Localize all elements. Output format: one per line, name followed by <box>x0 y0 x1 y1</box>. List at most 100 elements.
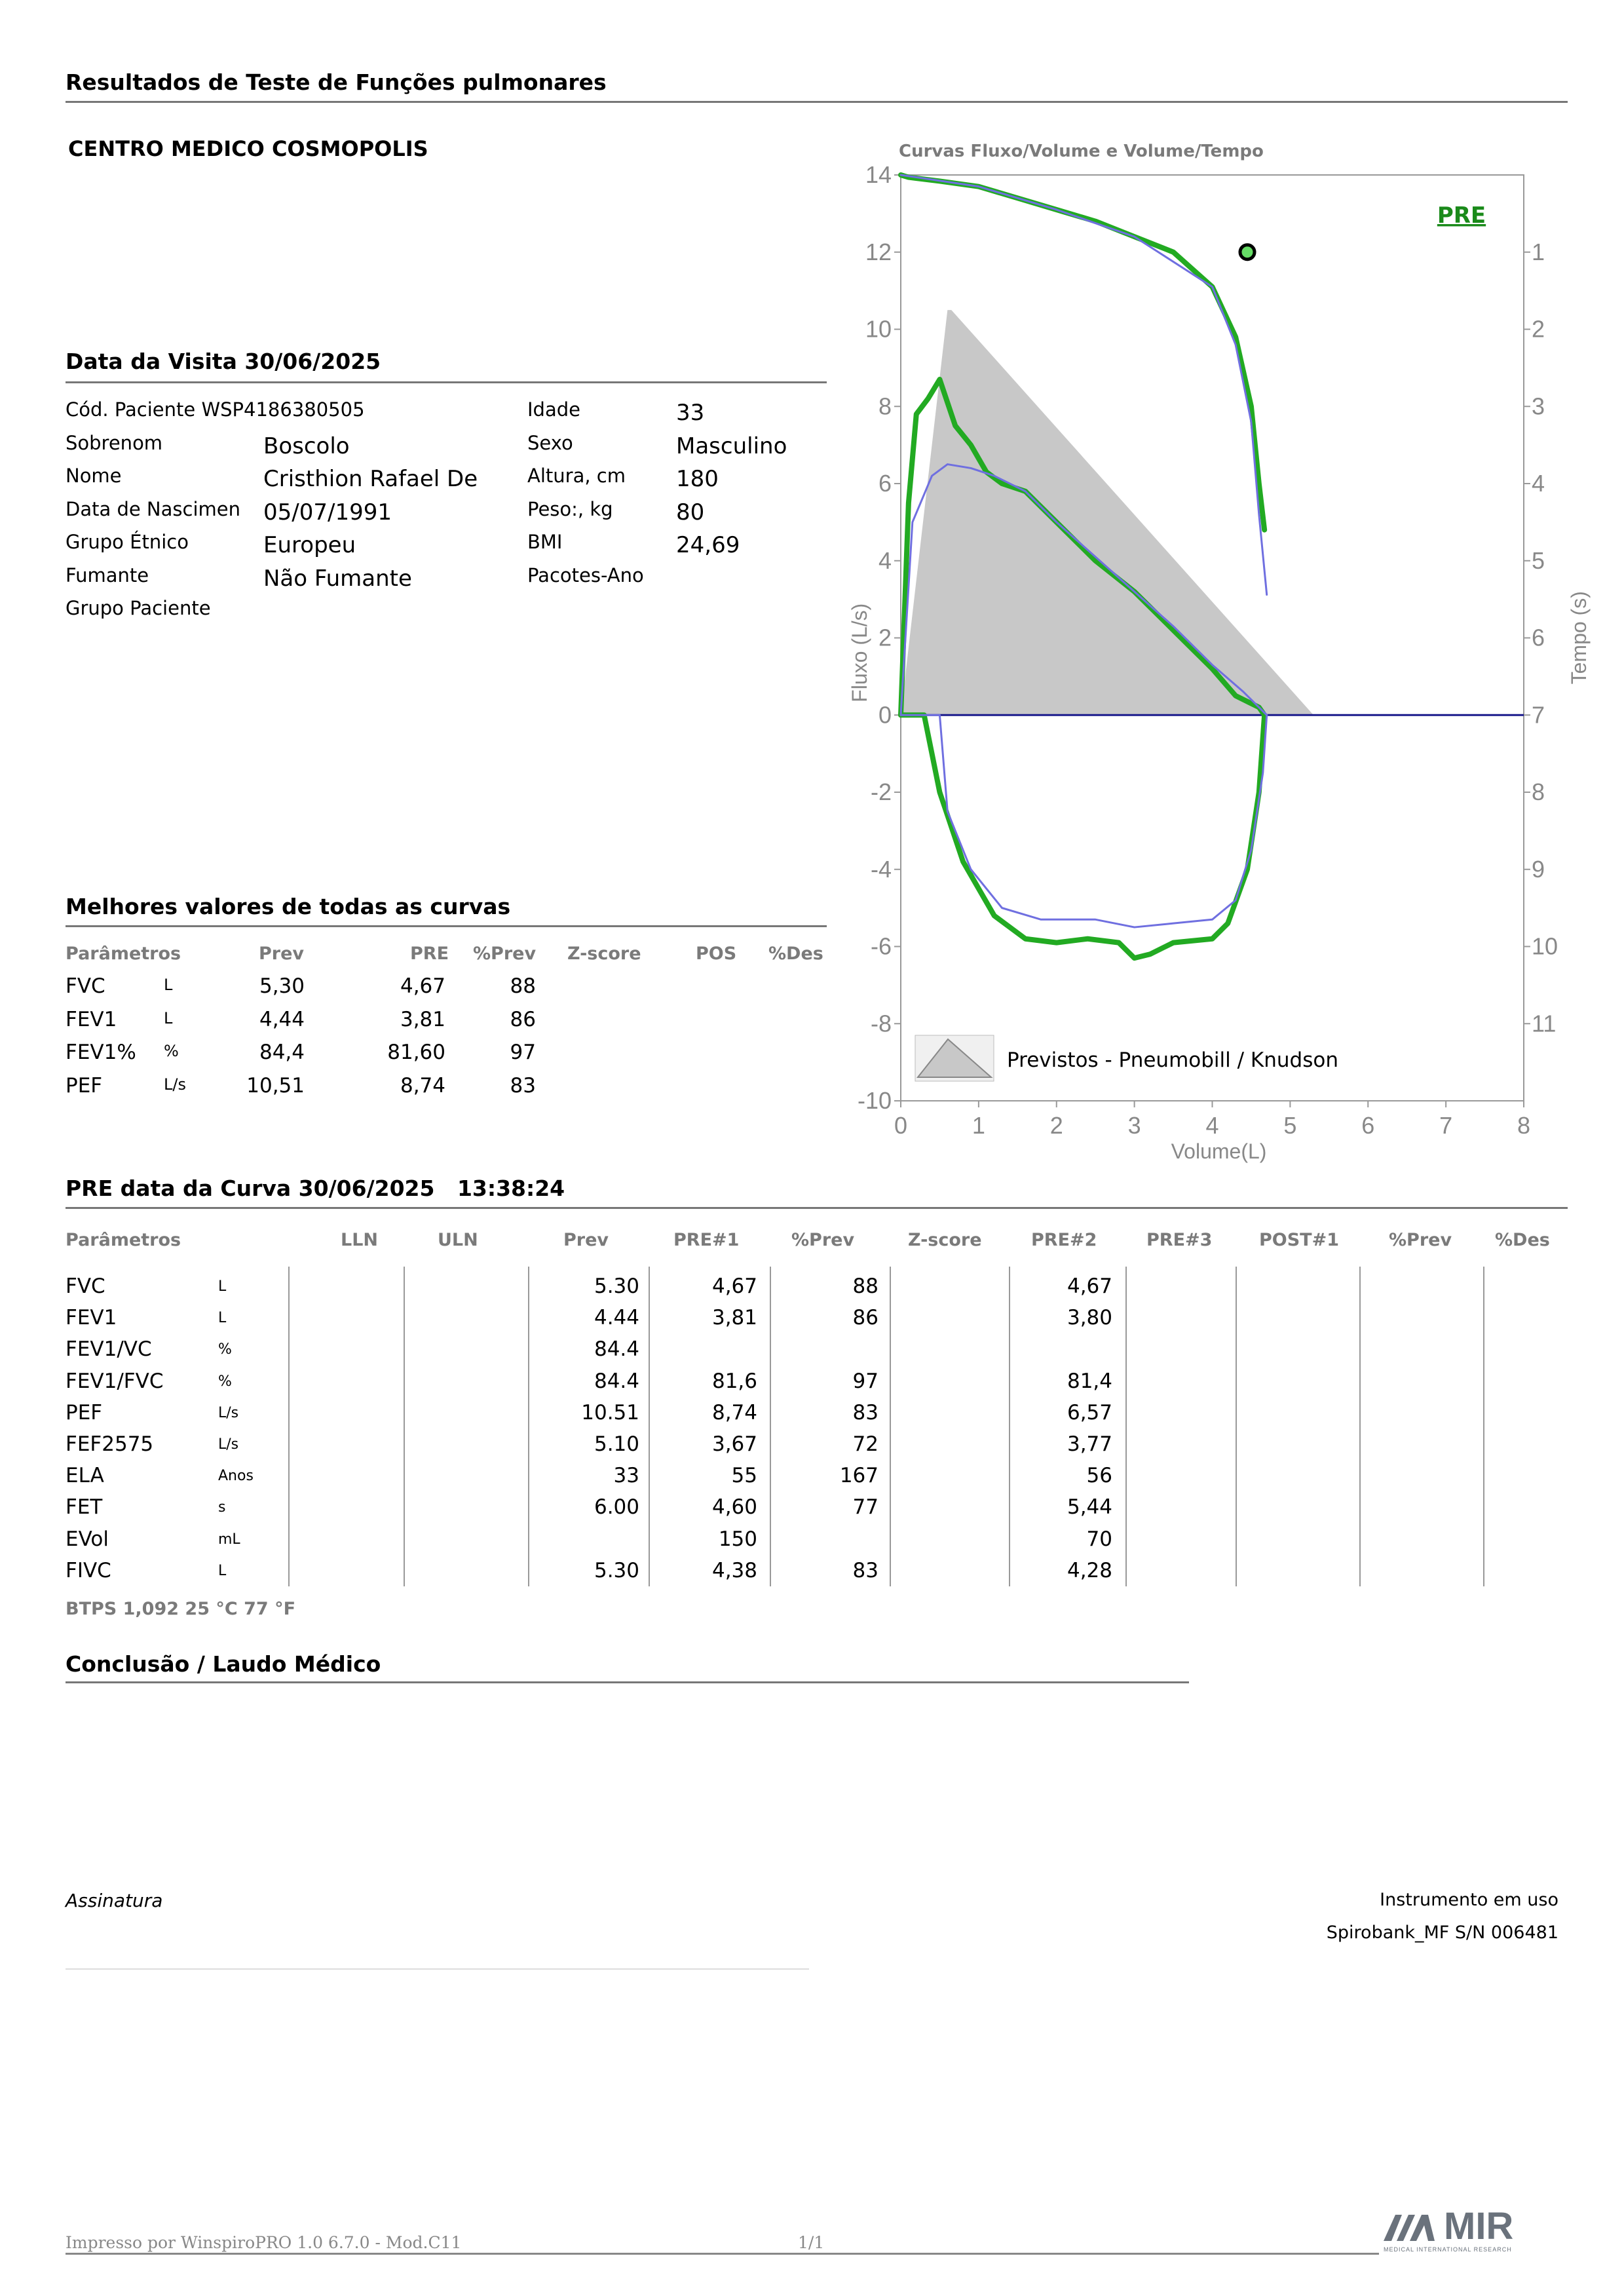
second-curve <box>899 174 1268 596</box>
curve-unit: % <box>218 1341 232 1358</box>
mir-logo: MIR MEDICAL INTERNATIONAL RESEARCH <box>1384 2205 1560 2258</box>
y2-tick-label: 6 <box>1532 624 1545 651</box>
curve-prev: 84.4 <box>594 1369 639 1393</box>
report-title: Resultados de Teste de Funções pulmonare… <box>66 69 607 95</box>
curve-prev: 84.4 <box>594 1337 639 1362</box>
best-values-pct-prev: 97 <box>510 1041 536 1064</box>
curve-param: EVol <box>66 1527 109 1551</box>
curve-pre2: 56 <box>1086 1464 1112 1488</box>
visit-label: Nome <box>66 465 122 487</box>
conclusion-title: Conclusão / Laudo Médico <box>66 1651 381 1677</box>
curve-pre1: 4,60 <box>711 1495 757 1520</box>
x-axis-label: Volume(L) <box>1171 1139 1267 1163</box>
visit-label: Idade <box>527 398 580 421</box>
curve-column-header: Parâmetros <box>66 1230 181 1250</box>
visit-value: Cristhion Rafael De <box>263 466 478 492</box>
x-tick-label: 6 <box>1361 1112 1374 1139</box>
visit-value: Não Fumante <box>263 565 412 592</box>
y-tick-label: -2 <box>871 778 892 805</box>
x-tick-label: 7 <box>1439 1112 1452 1139</box>
best-values-pct-prev: 86 <box>510 1007 536 1031</box>
curve-pct-prev: 77 <box>852 1495 878 1520</box>
curve-unit: mL <box>218 1531 240 1548</box>
curve-prev: 5.30 <box>594 1274 639 1298</box>
curve-column-header: LLN <box>341 1230 379 1250</box>
curve-param: FEF2575 <box>66 1432 154 1456</box>
curve-column-header: ULN <box>438 1230 478 1250</box>
curve-pre1: 4,67 <box>711 1274 757 1298</box>
curve-pct-prev: 97 <box>852 1369 878 1393</box>
y-tick-label: -8 <box>871 1010 892 1037</box>
visit-value: Masculino <box>676 432 787 459</box>
pre-curve <box>898 377 1268 718</box>
curve-column-divider <box>1359 1267 1361 1586</box>
curve-pre1: 150 <box>718 1527 757 1551</box>
best-values-unit: % <box>164 1042 179 1060</box>
curve-unit: L <box>218 1562 227 1579</box>
curve-pre1: 4,38 <box>711 1558 757 1582</box>
y2-tick-label: 10 <box>1532 933 1558 960</box>
best-values-column-header: PRE <box>410 944 449 964</box>
x-tick-label: 8 <box>1517 1112 1530 1139</box>
x-tick-label: 4 <box>1205 1112 1218 1139</box>
curve-pre1: 3,67 <box>711 1432 757 1456</box>
y-tick-label: 6 <box>878 470 892 497</box>
best-values-title: Melhores valores de todas as curvas <box>66 894 511 919</box>
best-values-column-header: POS <box>696 944 737 964</box>
visit-label: Grupo Paciente <box>66 597 211 619</box>
visit-value: 33 <box>676 400 705 426</box>
curve-unit: Anos <box>218 1468 254 1485</box>
curve-column-divider <box>404 1267 405 1586</box>
x-tick-label: 0 <box>894 1112 907 1139</box>
best-values-prev: 10,51 <box>246 1073 305 1098</box>
curve-column-header: PRE#3 <box>1146 1230 1213 1250</box>
instrument-value: Spirobank_MF S/N 006481 <box>1326 1923 1558 1943</box>
best-values-unit: L <box>164 976 173 994</box>
y2-tick-label: 1 <box>1532 239 1545 265</box>
visit-label: Peso:, kg <box>527 497 613 520</box>
curve-column-header: PRE#2 <box>1031 1230 1097 1250</box>
best-values-prev: 4,44 <box>259 1007 305 1031</box>
y-tick-label: 8 <box>878 392 892 419</box>
predicted-area <box>901 310 1314 716</box>
visit-label: Grupo Étnico <box>66 531 189 553</box>
y-tick-label: 14 <box>865 161 892 188</box>
y2-axis-label: Tempo (s) <box>1567 591 1591 684</box>
curve-column-divider <box>649 1267 650 1586</box>
best-values-pre: 8,74 <box>400 1073 445 1098</box>
visit-value: 180 <box>676 466 719 492</box>
curve-pre2: 4,67 <box>1067 1274 1112 1298</box>
curve-pre2: 81,4 <box>1067 1369 1112 1393</box>
y2-tick-label: 9 <box>1532 856 1545 883</box>
curve-param: FEV1/VC <box>66 1337 152 1362</box>
curve-unit: L/s <box>218 1436 239 1453</box>
y-tick-label: 2 <box>878 624 892 651</box>
curve-pct-prev: 83 <box>852 1400 878 1425</box>
visit-label: Cód. Paciente WSP4186380505 <box>66 398 365 421</box>
visit-value: 24,69 <box>676 532 740 558</box>
curve-rule <box>66 1207 1568 1209</box>
y-tick-label: -10 <box>858 1087 892 1114</box>
printed-by: Impresso por WinspiroPRO 1.0 6.7.0 - Mod… <box>66 2233 462 2252</box>
curve-param: FET <box>66 1495 103 1520</box>
visit-rule <box>66 381 827 383</box>
curve-title-time: 13:38:24 <box>457 1176 565 1201</box>
y-axis-label: Fluxo (L/s) <box>848 603 871 702</box>
curve-param: FIVC <box>66 1558 111 1582</box>
curve-unit: L/s <box>218 1404 239 1421</box>
curve-pct-prev: 83 <box>852 1558 878 1582</box>
y2-tick-label: 11 <box>1532 1010 1556 1037</box>
y2-tick-label: 7 <box>1532 701 1545 728</box>
y-tick-label: -6 <box>871 933 892 960</box>
curve-unit: L <box>218 1278 227 1295</box>
pre-curve <box>898 712 1268 961</box>
curve-column-header: %Des <box>1495 1230 1550 1250</box>
curve-pre2: 6,57 <box>1067 1400 1112 1425</box>
curve-column-header: POST#1 <box>1259 1230 1340 1250</box>
second-curve <box>899 714 1268 928</box>
curve-prev: 6.00 <box>594 1495 639 1520</box>
curve-title: PRE data da Curva 30/06/2025 13:38:24 <box>66 1176 565 1201</box>
x-tick-label: 1 <box>972 1112 985 1139</box>
conclusion-rule <box>66 1681 1189 1683</box>
